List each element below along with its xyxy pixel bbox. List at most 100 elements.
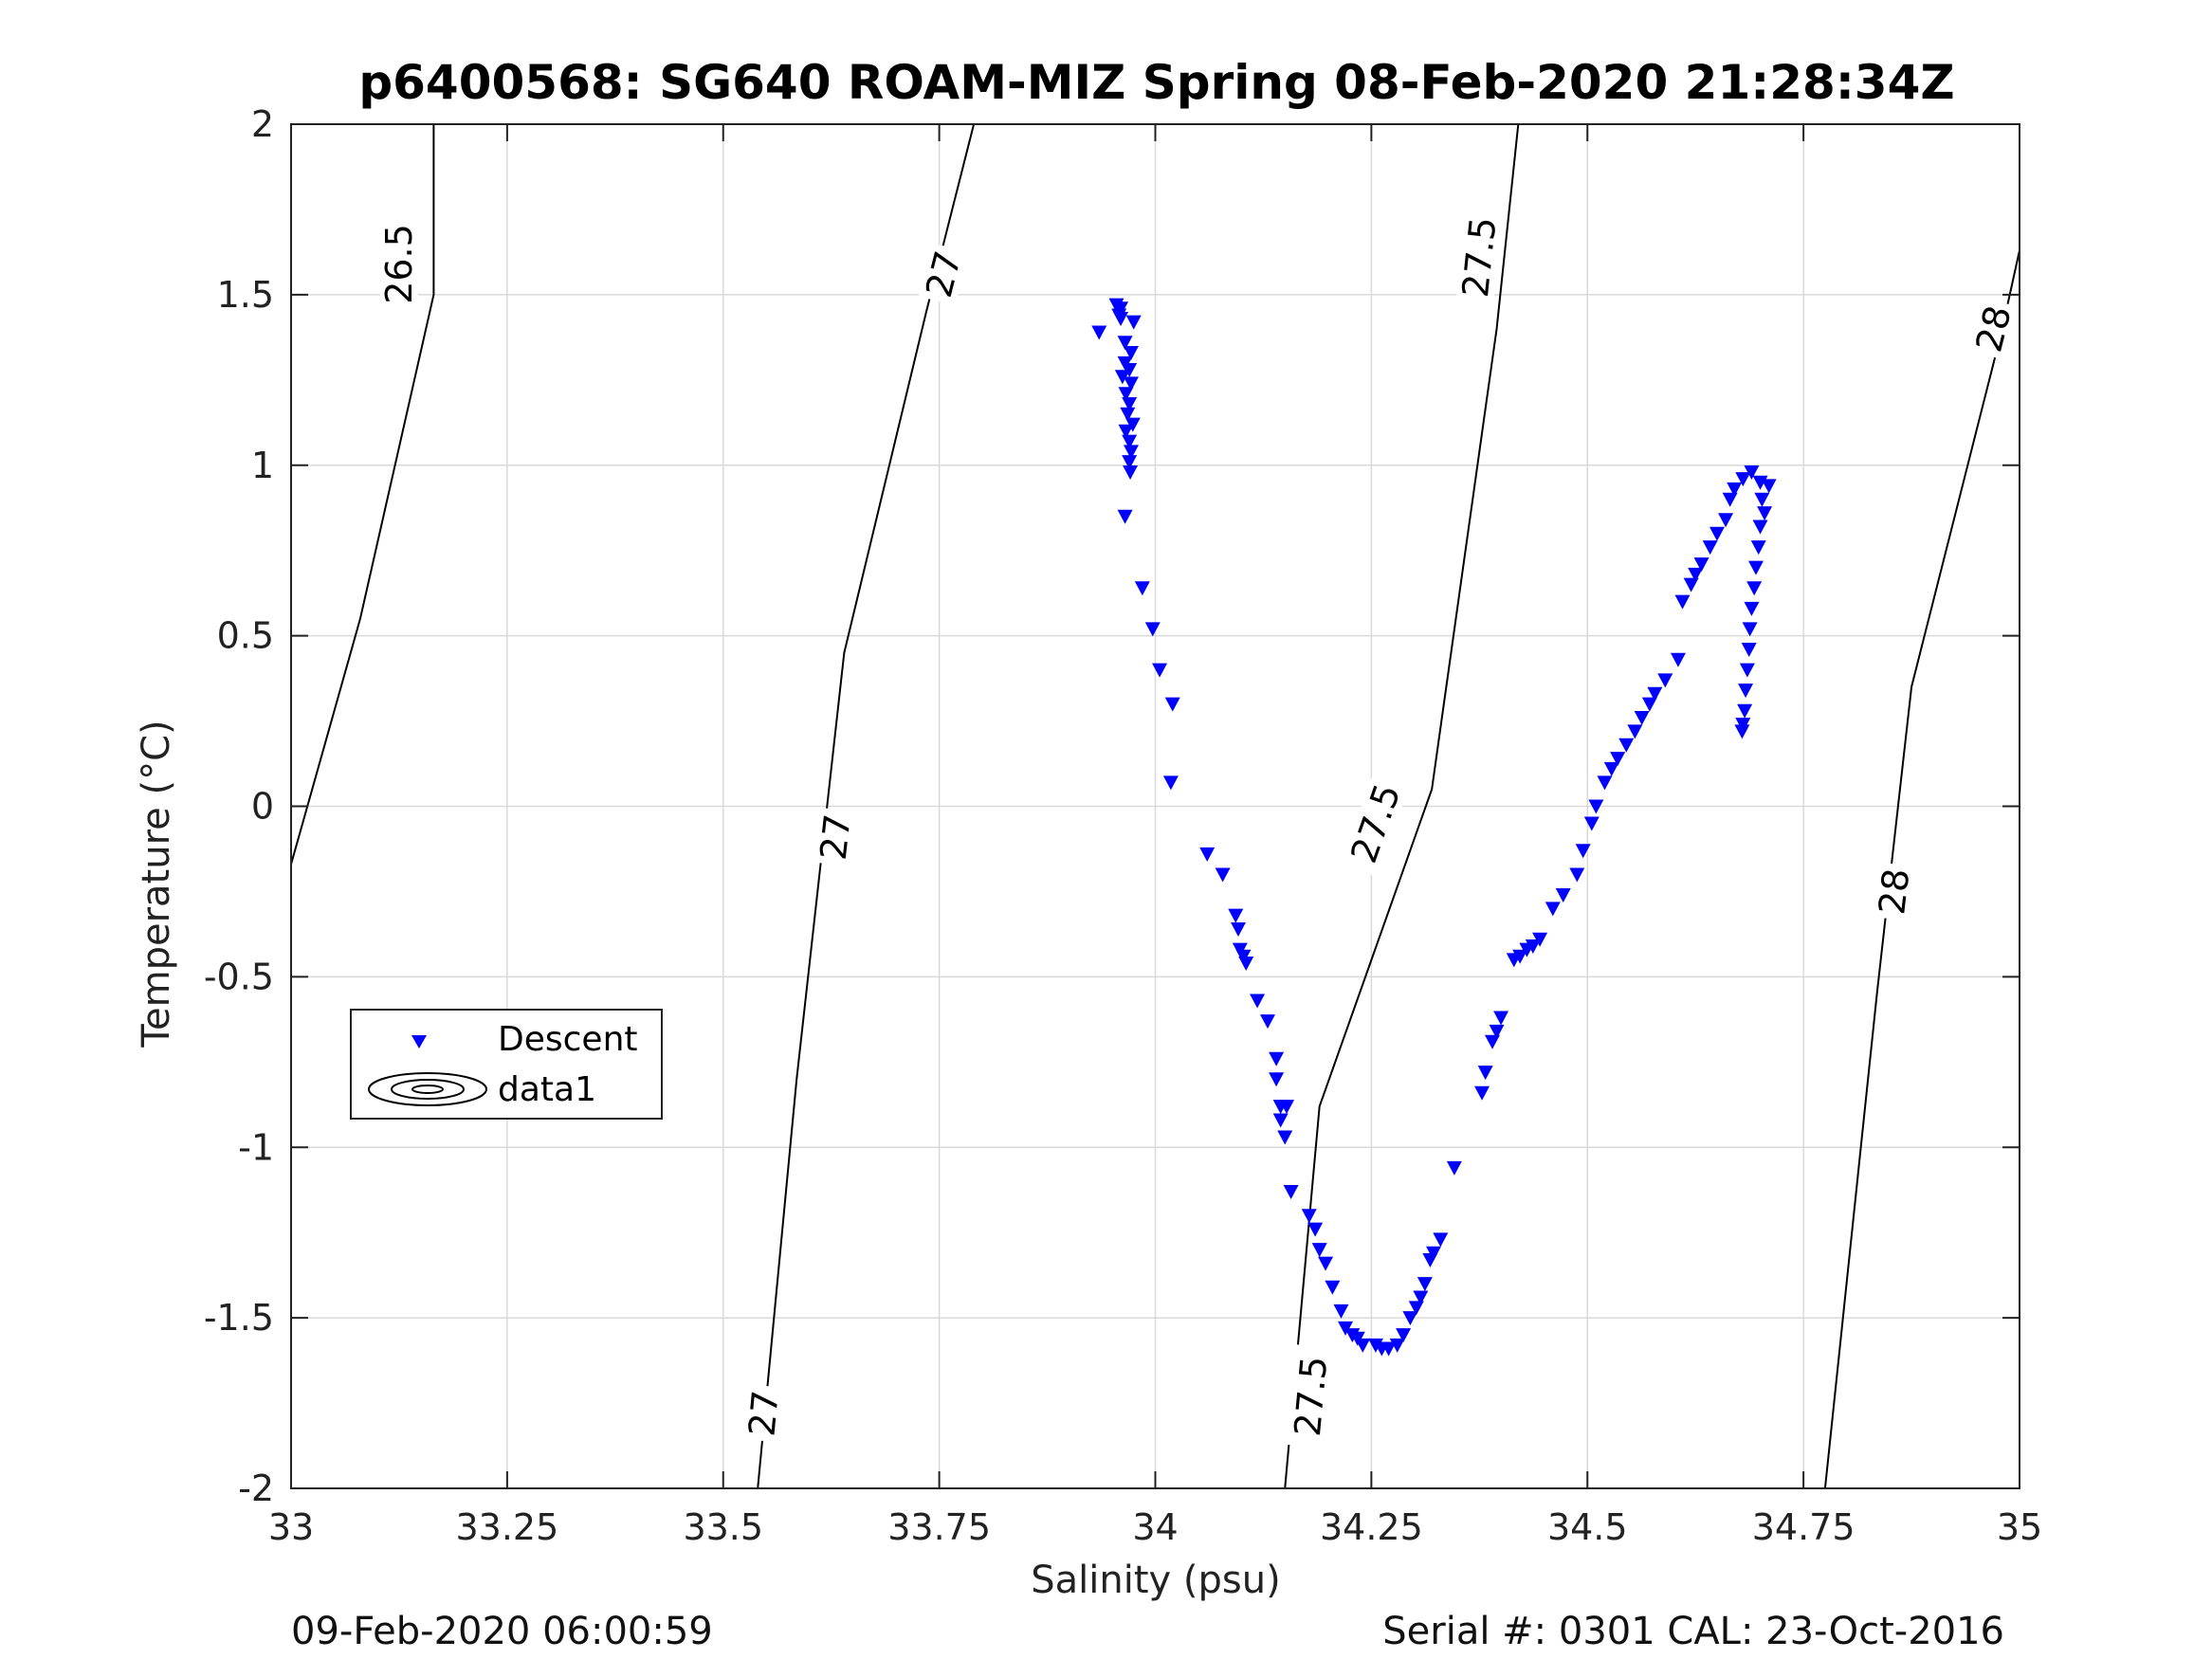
descent-point: [1215, 867, 1231, 883]
descent-point: [1493, 1011, 1509, 1026]
descent-point: [1417, 1277, 1433, 1292]
descent-point: [1489, 1024, 1505, 1039]
descent-point: [1737, 703, 1753, 719]
descent-point: [1272, 1113, 1289, 1128]
descent-point: [1647, 686, 1663, 702]
descent-point: [1477, 1066, 1493, 1081]
descent-point: [1727, 482, 1743, 497]
legend: Descent data1: [350, 1009, 663, 1120]
descent-point: [1641, 697, 1657, 712]
descent-point: [1389, 1338, 1405, 1353]
descent-series: [1091, 298, 1777, 1357]
x-tick-label: 33.25: [455, 1506, 558, 1548]
contour-label-27.5: 27.5: [1454, 215, 1505, 300]
legend-descent-marker: [411, 1035, 427, 1048]
descent-point: [1735, 472, 1751, 487]
descent-point: [1307, 1222, 1324, 1237]
descent-point: [1693, 557, 1709, 573]
descent-point: [1744, 465, 1760, 480]
descent-point: [1738, 684, 1754, 699]
descent-point: [1152, 663, 1168, 678]
descent-point: [1742, 622, 1758, 637]
contour-label-27.5: 27.5: [1287, 1355, 1335, 1438]
descent-point: [1674, 594, 1691, 610]
descent-point: [1746, 581, 1763, 596]
descent-point: [1754, 492, 1770, 507]
descent-point: [1380, 1341, 1397, 1357]
contour-label-group: 27.5: [1287, 1344, 1335, 1449]
descent-point: [1627, 724, 1643, 739]
descent-point: [1688, 567, 1704, 582]
descent-point: [1231, 922, 1247, 938]
descent-point: [1433, 1232, 1449, 1248]
descent-point: [1123, 376, 1139, 392]
descent-point: [1750, 540, 1766, 556]
descent-point: [1355, 1338, 1371, 1353]
contour-label-26.5: 26.5: [378, 224, 420, 304]
footer-timestamp: 09-Feb-2020 06:00:59: [291, 1610, 713, 1653]
descent-point: [1702, 540, 1718, 556]
descent-point: [1747, 560, 1764, 575]
x-tick-label: 34.5: [1547, 1506, 1628, 1548]
descent-point: [1162, 775, 1179, 791]
descent-point: [1277, 1130, 1293, 1145]
descent-point: [1250, 994, 1266, 1009]
contour-label-bg: [918, 243, 969, 306]
contour-label-28: 28: [1871, 866, 1917, 917]
contour-label-bg: [1872, 862, 1916, 921]
contour-label-bg: [741, 1384, 786, 1443]
contour-label-group: 27.5: [1454, 205, 1505, 310]
chart-title: p6400568: SG640 ROAM-MIZ Spring 08-Feb-2…: [358, 55, 1954, 110]
legend-entry-descent: Descent: [498, 1020, 638, 1059]
descent-point: [1683, 577, 1699, 592]
descent-point: [1744, 601, 1760, 616]
descent-point: [1238, 956, 1254, 971]
contour-label-bg: [1968, 297, 2020, 360]
x-tick-label: 34.75: [1752, 1506, 1856, 1548]
y-tick-label: -1: [238, 1126, 274, 1168]
y-tick-label: 1: [251, 445, 274, 486]
descent-point: [1269, 1072, 1285, 1087]
x-tick-label: 33.5: [683, 1506, 763, 1548]
descent-point: [1134, 581, 1150, 596]
descent-point: [1555, 888, 1571, 903]
axis-ticks: 33 33.25 33.5 33.75 34 34.25 34.5 34.75 35 -2 -1.5…: [204, 103, 2042, 1548]
descent-point: [1718, 513, 1734, 528]
descent-point: [1474, 1085, 1490, 1101]
descent-point: [1259, 1014, 1275, 1030]
descent-point: [1122, 434, 1138, 449]
descent-point: [1144, 622, 1161, 637]
descent-point: [1125, 315, 1142, 330]
y-tick-label: 0: [251, 786, 274, 828]
contour-label-group: 27: [918, 243, 969, 306]
descent-point: [1603, 761, 1619, 776]
x-tick-label: 33.75: [887, 1506, 991, 1548]
descent-point: [1113, 312, 1129, 327]
x-tick-label: 35: [1997, 1506, 2042, 1548]
descent-point: [1413, 1290, 1429, 1305]
descent-point: [1722, 492, 1738, 507]
descent-point: [1117, 509, 1133, 524]
descent-point: [1228, 908, 1244, 923]
descent-point: [1269, 1051, 1285, 1066]
y-tick-label: -2: [238, 1468, 274, 1509]
contour-label-group: 26.5: [378, 213, 420, 315]
y-axis-label: Temperature (°C): [135, 720, 178, 1048]
descent-point: [1761, 479, 1777, 494]
x-axis-label: Salinity (psu): [1031, 1559, 1280, 1602]
descent-point: [1318, 1256, 1334, 1271]
descent-point: [1597, 775, 1613, 791]
descent-point: [1525, 939, 1541, 954]
descent-point: [1512, 949, 1528, 964]
descent-point: [1575, 844, 1591, 859]
contour-line-26.5: [291, 124, 435, 865]
legend-entry-data1: data1: [498, 1070, 596, 1109]
descent-point: [1283, 1185, 1299, 1200]
descent-point: [1325, 1280, 1341, 1295]
descent-point: [1118, 387, 1134, 402]
descent-point: [1426, 1246, 1442, 1261]
descent-point: [1734, 724, 1750, 739]
descent-point: [1123, 346, 1139, 361]
descent-point: [1122, 455, 1138, 470]
